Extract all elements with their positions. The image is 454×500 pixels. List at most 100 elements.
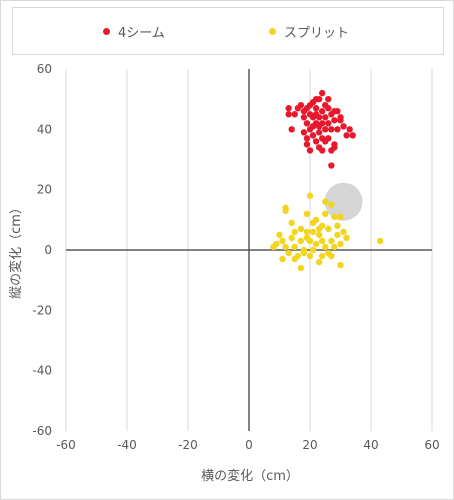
- x-tick-label: 0: [245, 438, 253, 452]
- point-split: [322, 243, 329, 251]
- y-tick-label: -60: [32, 424, 52, 438]
- point-split: [319, 252, 326, 260]
- point-4seam: [346, 126, 353, 133]
- point-4seam: [312, 95, 320, 103]
- point-4seam: [309, 132, 317, 139]
- axes: [66, 69, 432, 431]
- legend-item-split: スプリット: [269, 22, 350, 41]
- point-split: [309, 228, 317, 236]
- point-4seam: [325, 95, 332, 103]
- point-4seam: [300, 114, 308, 121]
- point-split: [309, 219, 317, 227]
- point-split: [337, 240, 344, 248]
- point-split: [325, 225, 332, 233]
- point-split: [322, 198, 329, 205]
- point-split: [303, 210, 311, 217]
- y-tick-label: -40: [32, 364, 52, 378]
- point-split: [331, 213, 338, 221]
- y-tick-label: 40: [37, 122, 52, 136]
- point-4seam: [312, 138, 320, 145]
- point-split: [315, 225, 323, 233]
- legend-label-4seam: 4シーム: [118, 25, 165, 41]
- point-4seam: [312, 105, 320, 112]
- point-4seam: [325, 120, 332, 127]
- x-tick-label: 40: [363, 438, 378, 452]
- x-tick-label: 20: [302, 438, 317, 452]
- y-tick-label: 20: [37, 183, 52, 197]
- point-4seam: [331, 144, 338, 151]
- x-axis-label: 横の変化（cm）: [201, 468, 299, 484]
- point-split: [282, 243, 289, 251]
- tick-labels: -60 -40 -20 0 20 40 60 -60 -40 -20 0 20 40 60: [32, 62, 439, 452]
- point-split: [328, 201, 335, 208]
- point-split: [312, 240, 320, 248]
- point-split: [315, 231, 323, 239]
- legend-item-4seam: 4シーム: [103, 22, 165, 41]
- point-4seam: [322, 114, 329, 121]
- point-4seam: [334, 126, 341, 133]
- x-tick-label: -20: [178, 438, 198, 452]
- point-4seam: [349, 132, 356, 139]
- point-4seam: [285, 105, 292, 112]
- point-split: [270, 243, 277, 251]
- point-split: [282, 207, 289, 214]
- x-tick-label: -60: [56, 438, 76, 452]
- point-split: [334, 222, 341, 230]
- point-4seam: [328, 162, 335, 169]
- point-split: [337, 213, 344, 221]
- point-split: [328, 237, 335, 245]
- point-split: [325, 249, 332, 257]
- point-4seam: [300, 129, 308, 136]
- point-split: [279, 255, 286, 263]
- point-split: [279, 237, 286, 245]
- point-split: [285, 249, 292, 257]
- point-4seam: [340, 123, 347, 130]
- point-split: [343, 234, 350, 242]
- point-split: [334, 231, 341, 239]
- point-split: [322, 210, 329, 217]
- point-4seam: [322, 126, 329, 133]
- point-4seam: [328, 126, 335, 133]
- point-4seam: [291, 111, 298, 118]
- point-4seam: [303, 141, 311, 148]
- y-axis-label: 縦の変化（cm）: [8, 201, 24, 299]
- point-split: [297, 225, 305, 233]
- legend: 4シーム スプリット: [12, 7, 444, 55]
- point-split: [303, 234, 311, 242]
- point-split: [297, 237, 305, 245]
- legend-label-split: スプリット: [284, 25, 350, 41]
- point-split: [376, 237, 384, 245]
- point-split: [306, 192, 314, 199]
- point-split: [331, 243, 338, 251]
- point-4seam: [300, 108, 308, 115]
- y-tick-label: 0: [44, 243, 52, 257]
- point-4seam: [343, 132, 350, 139]
- point-4seam: [294, 105, 301, 112]
- point-split: [297, 264, 305, 272]
- point-4seam: [325, 105, 332, 112]
- point-split: [300, 249, 308, 257]
- point-4seam: [312, 111, 320, 118]
- point-split: [291, 228, 298, 236]
- point-4seam: [319, 147, 326, 154]
- highlight-circle: [324, 182, 363, 221]
- point-split: [337, 261, 344, 269]
- x-tick-label: -40: [117, 438, 137, 452]
- legend-marker-4seam: [103, 27, 110, 35]
- point-4seam: [285, 111, 292, 118]
- point-4seam: [319, 108, 326, 115]
- point-split: [288, 219, 295, 227]
- point-split: [319, 237, 326, 245]
- point-split: [340, 228, 347, 236]
- point-split: [306, 252, 314, 260]
- point-4seam: [303, 120, 311, 127]
- point-4seam: [319, 89, 326, 97]
- point-4seam: [315, 129, 323, 136]
- point-split: [291, 243, 298, 251]
- point-split: [303, 228, 311, 236]
- point-4seam: [303, 135, 311, 142]
- point-4seam: [331, 117, 338, 124]
- point-split: [309, 246, 317, 254]
- point-4seam: [306, 102, 314, 109]
